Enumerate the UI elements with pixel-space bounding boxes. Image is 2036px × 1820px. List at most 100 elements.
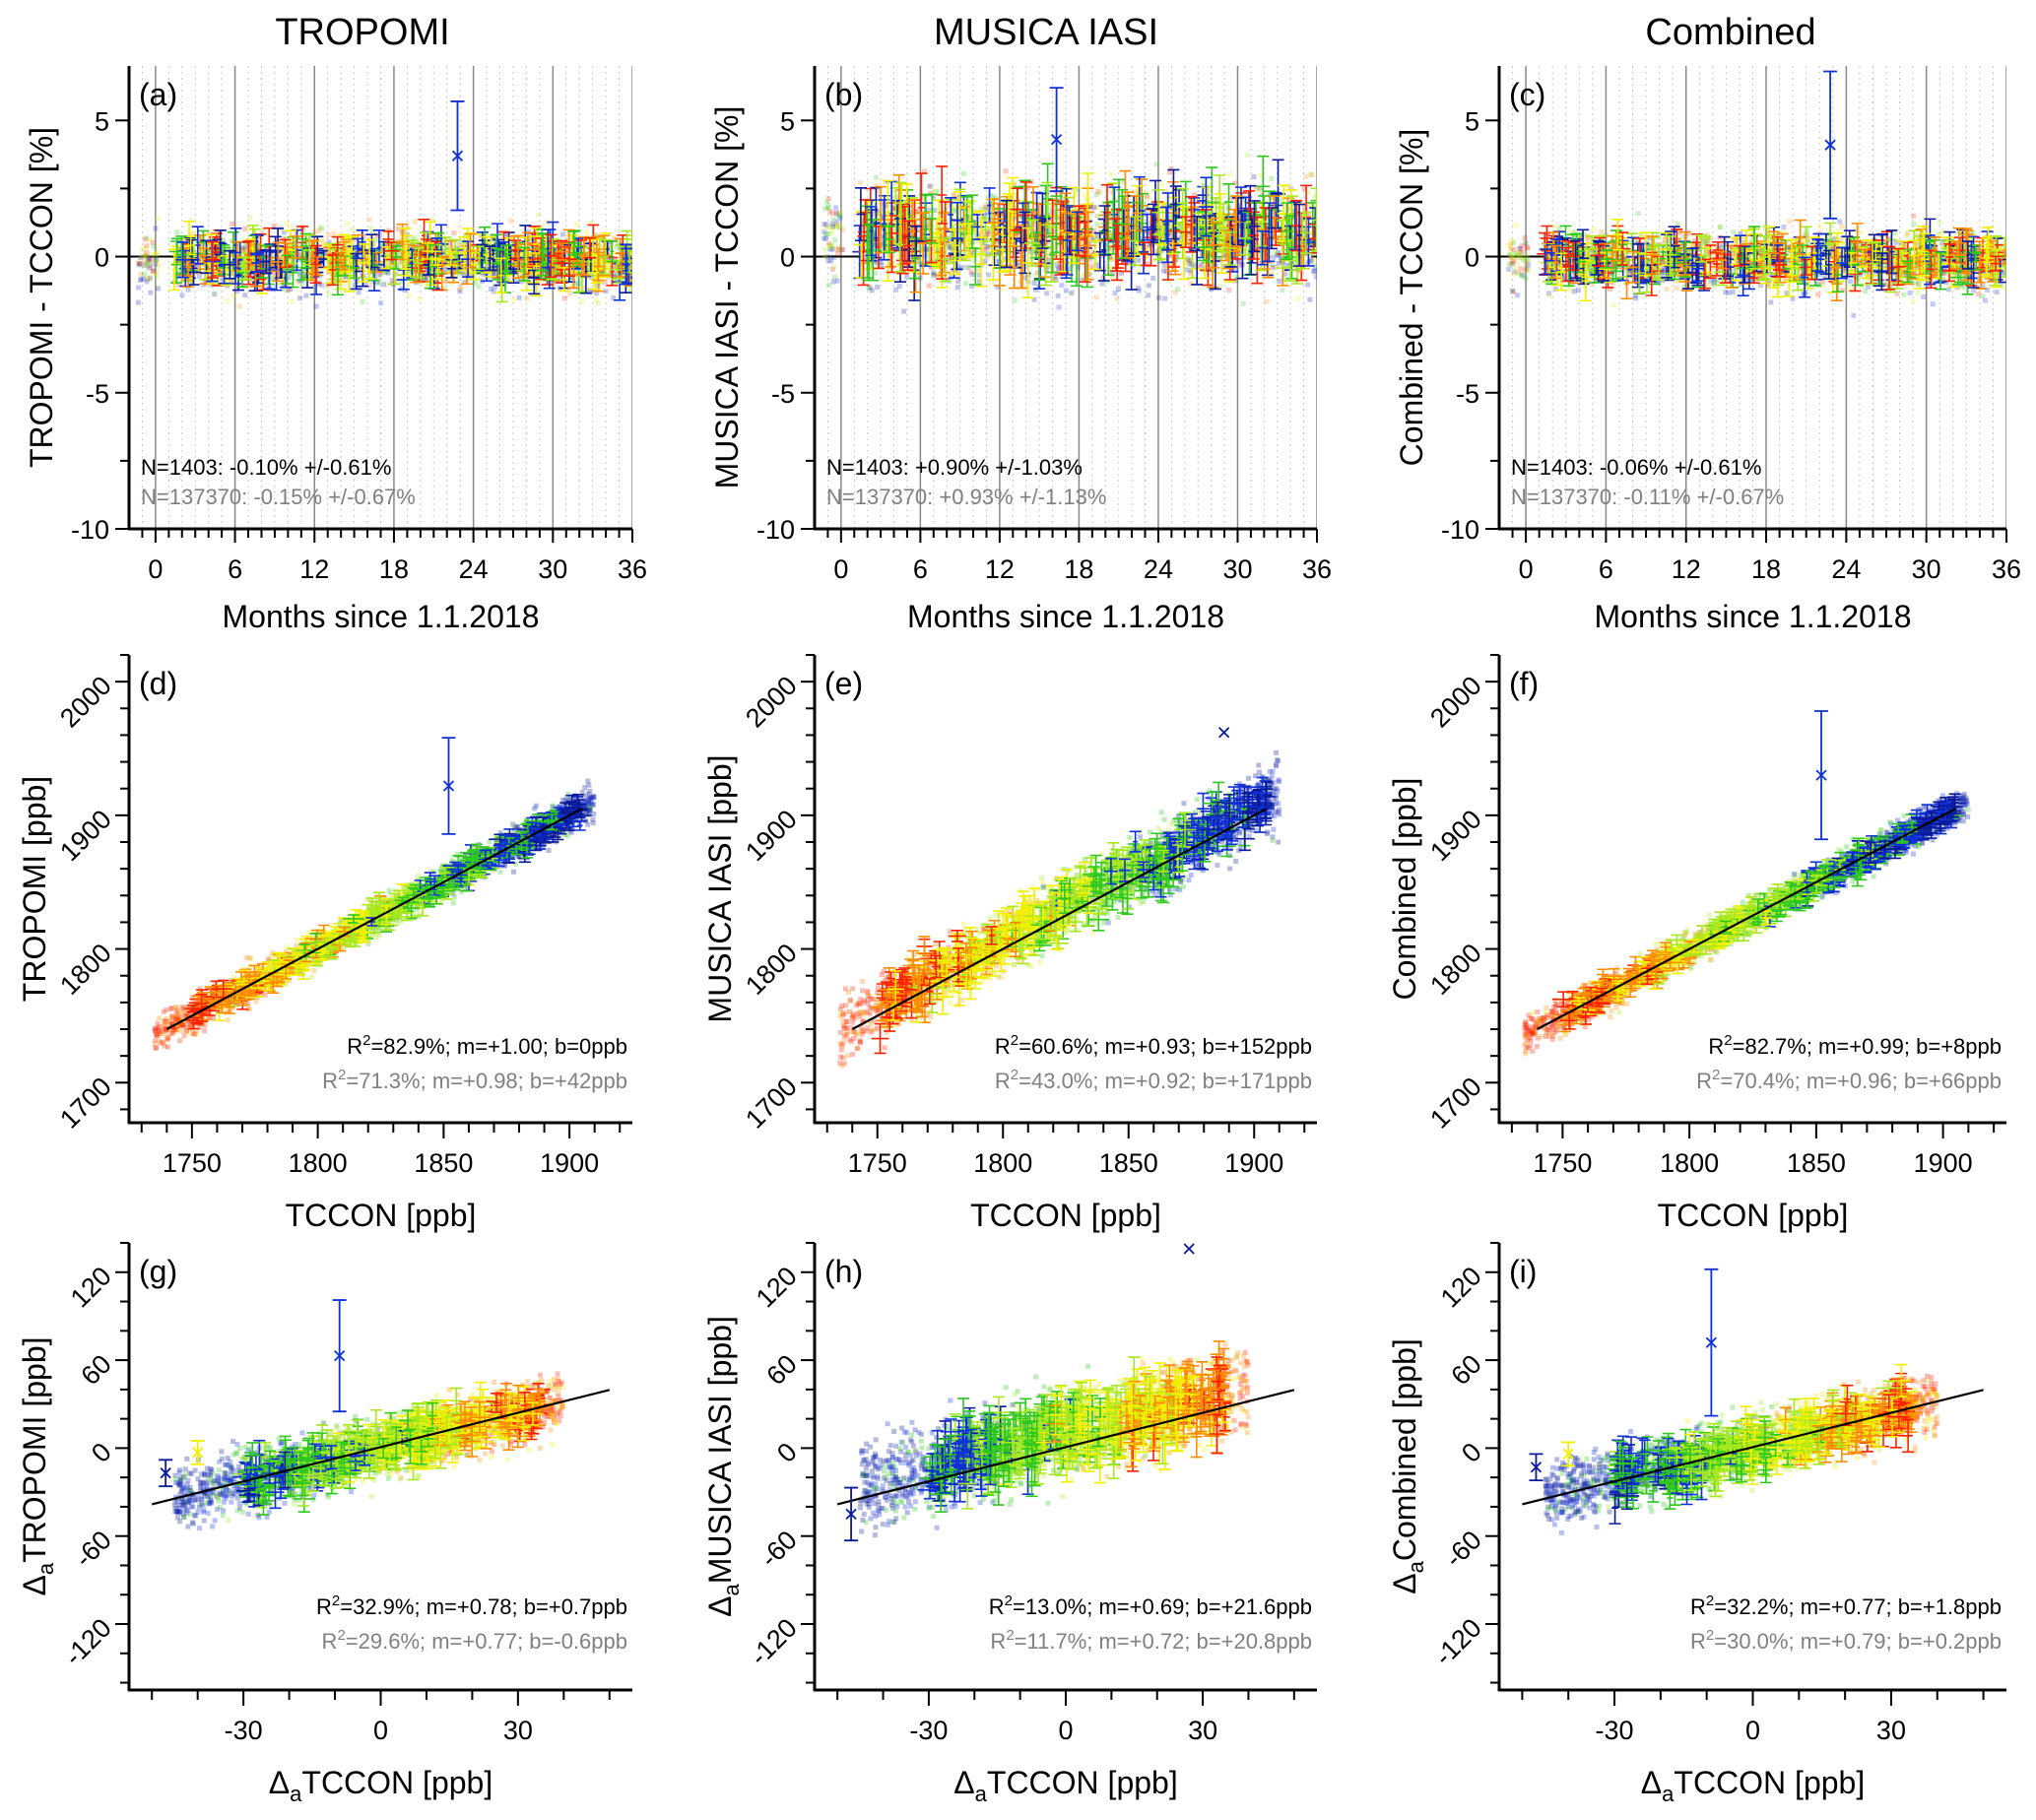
data-point [830, 224, 835, 228]
data-point [1226, 288, 1231, 292]
data-point [237, 303, 242, 308]
data-point [413, 220, 418, 225]
data-point [1022, 275, 1027, 280]
data-point [1277, 261, 1281, 266]
data-point [1941, 228, 1946, 233]
data-point [1518, 266, 1523, 271]
data-point [368, 226, 373, 230]
data-point [1858, 229, 1863, 234]
column-title-tropomi: TROPOMI [116, 12, 609, 54]
x-tick-label: 24 [1144, 554, 1173, 584]
data-point [1675, 222, 1680, 227]
data-point [1846, 286, 1851, 291]
data-point [1547, 293, 1552, 298]
data-point [356, 290, 361, 294]
data-point [991, 194, 996, 199]
data-point [1731, 229, 1736, 234]
x-tick-label: 6 [913, 554, 928, 584]
data-point [1840, 224, 1845, 228]
x-tick-label: 30 [538, 554, 567, 584]
data-point [1983, 298, 1988, 303]
data-point [836, 224, 841, 228]
data-point [1099, 281, 1104, 286]
data-point [326, 232, 331, 237]
data-point [1718, 225, 1723, 229]
data-point [155, 251, 160, 256]
data-point [511, 297, 516, 302]
data-point [1731, 290, 1736, 294]
data-point [1817, 224, 1822, 228]
data-point [1053, 260, 1058, 265]
data-point [1523, 267, 1528, 272]
data-point [1525, 246, 1530, 251]
data-point [961, 171, 966, 176]
data-point [152, 271, 157, 276]
data-point [377, 232, 382, 237]
data-point [477, 285, 482, 290]
data-point [1277, 279, 1281, 284]
data-point [1271, 250, 1276, 255]
x-tick-label: 0 [833, 554, 848, 584]
data-point [1980, 293, 1985, 298]
data-point [230, 222, 234, 227]
y-tick-label: -5 [771, 379, 795, 409]
data-point [1305, 283, 1310, 288]
data-point [832, 275, 837, 280]
data-point [955, 285, 960, 290]
data-point [405, 282, 410, 287]
data-point [1241, 301, 1246, 306]
data-point [1815, 292, 1820, 297]
data-point [1089, 264, 1094, 269]
data-point [904, 275, 909, 280]
data-point [149, 252, 154, 257]
data-point [1083, 192, 1087, 197]
data-point [290, 299, 295, 304]
y-tick-label: -10 [756, 515, 795, 545]
data-point [247, 216, 252, 221]
data-point [1311, 269, 1316, 274]
data-point [1525, 252, 1530, 257]
data-point [144, 250, 149, 255]
data-point [1309, 258, 1314, 263]
data-point [1162, 296, 1167, 301]
data-point [1611, 302, 1616, 307]
data-point [242, 292, 247, 297]
data-point [1723, 290, 1728, 294]
data-point [179, 292, 184, 297]
data-point [399, 230, 404, 235]
data-point [1115, 296, 1120, 301]
data-point [145, 260, 150, 265]
data-point [314, 304, 319, 309]
data-point [931, 270, 936, 275]
data-point [1768, 299, 1773, 304]
data-point [927, 284, 932, 289]
stats-all: N=137370: -0.15% +/-0.67% [141, 485, 416, 509]
data-point [1109, 257, 1114, 262]
data-point [837, 247, 842, 252]
x-tick-label: 6 [228, 554, 242, 584]
data-point [562, 296, 567, 301]
data-point [378, 300, 383, 305]
data-point [574, 222, 579, 227]
data-point [174, 229, 179, 234]
data-point [1509, 246, 1514, 251]
data-point [1915, 291, 1920, 295]
data-point [156, 286, 161, 291]
data-point [1523, 240, 1528, 245]
data-point [1013, 297, 1018, 302]
data-point [1056, 293, 1061, 298]
data-point [368, 283, 373, 288]
data-point [893, 288, 898, 292]
data-point [1524, 261, 1529, 266]
data-point [1156, 295, 1161, 300]
data-point [1307, 297, 1312, 302]
data-point [826, 283, 831, 288]
data-point [142, 272, 147, 277]
data-point [156, 216, 161, 221]
stats-subset: N=1403: +0.90% +/-1.03% [826, 455, 1083, 480]
data-point [1245, 153, 1250, 158]
